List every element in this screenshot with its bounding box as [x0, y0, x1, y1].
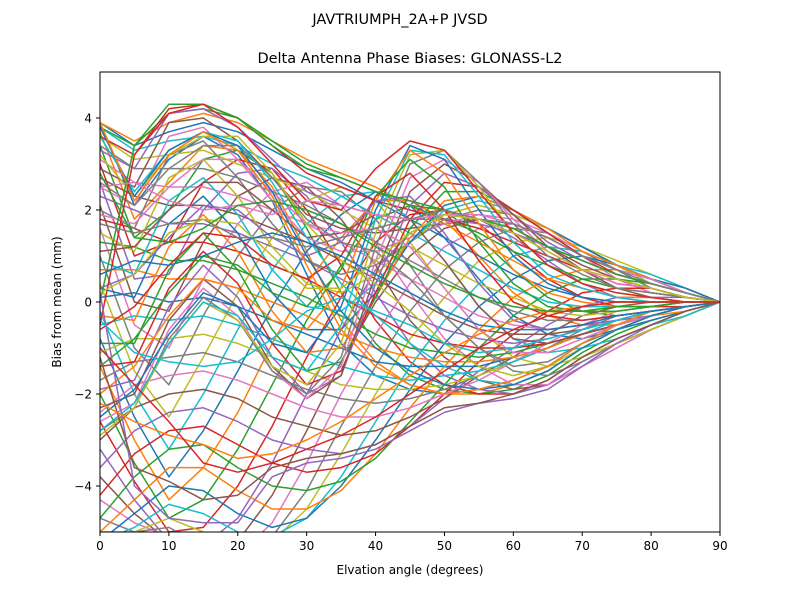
- series-line-w08: [100, 296, 720, 368]
- y-axis-label: Bias from mean (mm): [50, 236, 64, 367]
- series-line-w12: [100, 301, 720, 473]
- x-tick-label: 30: [299, 539, 314, 553]
- x-tick-label: 10: [161, 539, 176, 553]
- x-tick-label: 20: [230, 539, 245, 553]
- series-line-w07: [100, 213, 720, 303]
- series-line-w11: [100, 172, 720, 312]
- series-line-az255: [100, 195, 720, 354]
- x-tick-label: 80: [643, 539, 658, 553]
- y-tick-label: 4: [84, 112, 92, 126]
- x-tick-label: 70: [575, 539, 590, 553]
- series-line-az035: [100, 186, 720, 386]
- series-line-w09: [100, 232, 720, 331]
- series-layer: [100, 103, 720, 532]
- series-line-az355: [100, 122, 720, 395]
- x-tick-label: 0: [96, 539, 104, 553]
- series-line-az055: [100, 200, 720, 501]
- y-axis: −4 −2 0 2 4: [74, 112, 100, 494]
- x-axis-label: Elvation angle (degrees): [337, 563, 484, 577]
- chart-suptitle: JAVTRIUMPH_2A+P JVSD: [311, 12, 487, 28]
- y-tick-label: −4: [74, 480, 92, 494]
- series-line-w03: [100, 292, 720, 524]
- x-tick-label: 40: [368, 539, 383, 553]
- series-line-az280: [100, 158, 720, 423]
- x-tick-label: 50: [437, 539, 452, 553]
- series-line-w02: [100, 103, 720, 326]
- x-axis: 0 10 20 30 40 50 60 70 80 90: [96, 532, 728, 553]
- series-line-w04: [100, 301, 720, 501]
- y-tick-label: −2: [74, 388, 92, 402]
- y-tick-label: 0: [84, 296, 92, 310]
- x-tick-label: 60: [506, 539, 521, 553]
- chart-title: Delta Antenna Phase Biases: GLONASS-L2: [257, 51, 562, 67]
- y-tick-label: 2: [84, 204, 92, 218]
- x-tick-label: 90: [712, 539, 727, 553]
- series-line-az285: [100, 149, 720, 432]
